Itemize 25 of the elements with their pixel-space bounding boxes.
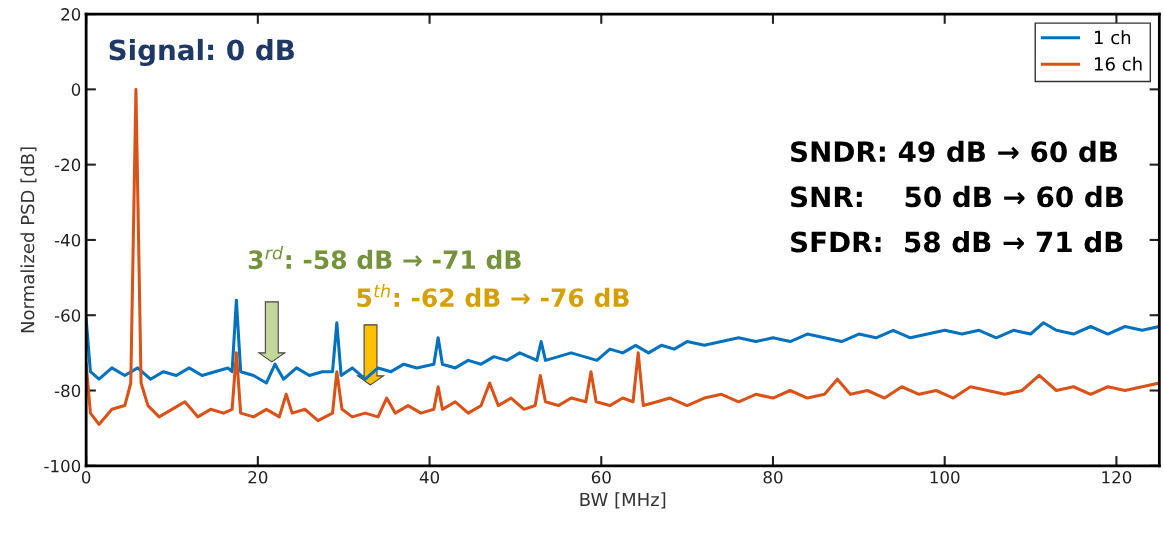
x-axis-title: BW [MHz]: [580, 492, 666, 509]
legend-label: 1 ch: [1094, 30, 1131, 45]
x-tick-label: 0: [81, 470, 91, 484]
y-tick-label: 0: [71, 83, 81, 96]
x-tick-label: 100: [930, 470, 960, 484]
annotation: 5$^{th}$: -62 dB → -76 dB: [357, 283, 629, 308]
y-tick-label: -60: [54, 309, 81, 322]
x-tick-label: 120: [1102, 470, 1132, 484]
x-tick-label: 60: [591, 470, 611, 484]
y-tick-label: -80: [54, 384, 81, 398]
y-tick-label: -100: [44, 459, 81, 473]
y-tick-label: -20: [54, 158, 81, 172]
x-tick-label: 40: [419, 470, 440, 484]
y-tick-label: -40: [54, 233, 81, 247]
annotation: SFDR: 58 dB → 71 dB: [791, 231, 1123, 253]
annotation: Signal: 0 dB: [109, 38, 294, 67]
annotation: SNR: 50 dB → 60 dB: [791, 185, 1123, 208]
y-axis-title: Normalized PSD [dB]: [20, 147, 37, 333]
annotation: SNDR: 49 dB → 60 dB: [791, 140, 1117, 163]
line-series: [86, 87, 1160, 426]
legend-label: 16 ch: [1094, 56, 1142, 71]
annotation: 3$^{rd}$: -58 dB → -71 dB: [248, 245, 521, 270]
y-tick-label: 20: [61, 8, 81, 21]
x-tick-label: 80: [763, 470, 783, 484]
x-tick-label: 20: [248, 470, 268, 484]
